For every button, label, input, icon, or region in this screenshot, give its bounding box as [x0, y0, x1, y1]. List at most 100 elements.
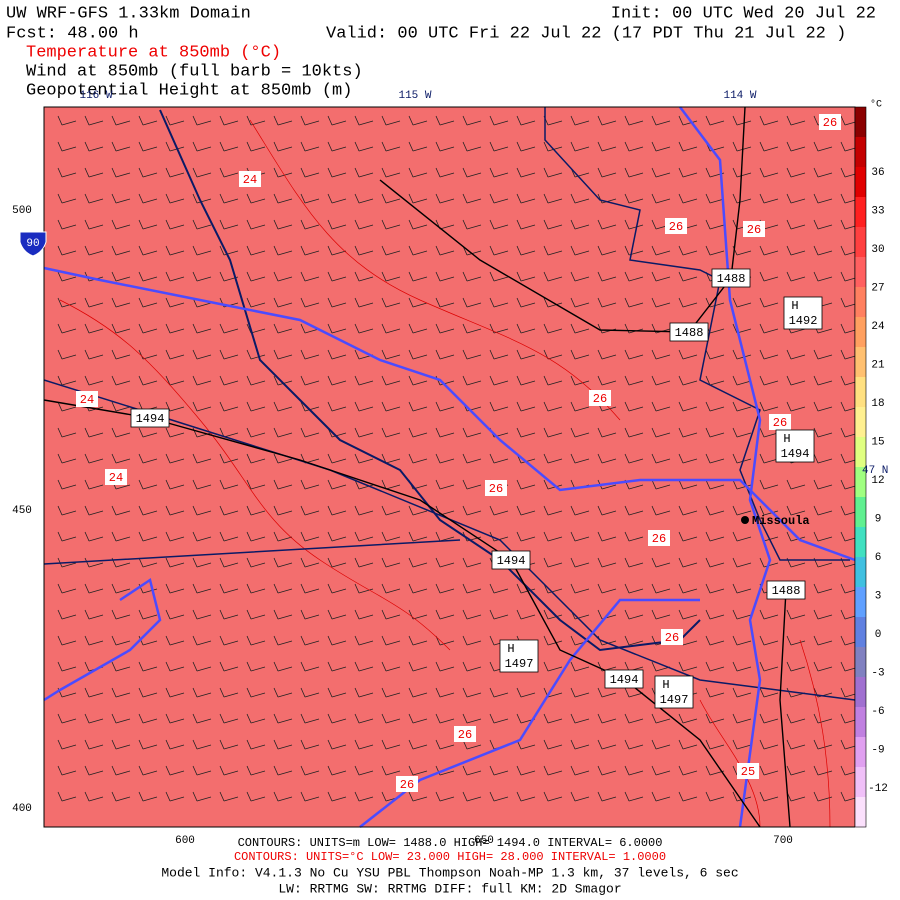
wind-barb: [543, 739, 563, 750]
temp-label-box: [661, 629, 683, 645]
footer-line: CONTOURS: UNITS=°C LOW= 23.000 HIGH= 28.…: [234, 850, 666, 864]
wind-barb: [354, 479, 374, 490]
wind-barb: [678, 505, 698, 516]
wind-barb: [786, 167, 806, 178]
wind-barb: [732, 635, 752, 646]
wind-barb: [462, 193, 482, 204]
city-label: Missoula: [752, 514, 810, 528]
wind-barb: [597, 297, 617, 308]
wind-barb: [624, 401, 644, 412]
wind-barb: [327, 687, 347, 698]
wind-barb: [192, 609, 212, 620]
wind-barb: [111, 297, 131, 308]
wind-barb: [624, 583, 644, 594]
wind-barb: [300, 219, 320, 230]
colorbar-label: 9: [875, 513, 882, 525]
wind-barb: [354, 401, 374, 412]
wind-barb: [543, 375, 563, 386]
wind-barb: [246, 479, 266, 490]
wind-barb: [435, 427, 455, 438]
wind-barb: [813, 427, 833, 438]
wind-barb: [57, 661, 77, 672]
wind-barb: [624, 427, 644, 438]
wind-barb: [273, 193, 293, 204]
wind-barb: [435, 297, 455, 308]
wind-barb: [84, 219, 104, 230]
wind-barb: [246, 635, 266, 646]
wind-barb: [543, 609, 563, 620]
wind-barb: [651, 115, 671, 126]
wind-barb: [408, 531, 428, 542]
wind-barb: [624, 297, 644, 308]
wind-barb: [543, 453, 563, 464]
wind-barb: [813, 245, 833, 256]
colorbar-unit: °C: [870, 99, 882, 111]
wind-barb: [273, 141, 293, 152]
wind-barb: [813, 609, 833, 620]
temp-label: 26: [652, 532, 666, 546]
wind-barb: [435, 609, 455, 620]
wind-barb: [705, 401, 725, 412]
wind-barb: [543, 141, 563, 152]
wind-barb: [327, 323, 347, 334]
wind-barb: [192, 453, 212, 464]
wind-barb: [651, 193, 671, 204]
wind-barb: [273, 635, 293, 646]
wind-barb: [435, 245, 455, 256]
wind-barb: [732, 453, 752, 464]
wind-barb: [489, 349, 509, 360]
wind-barb: [354, 193, 374, 204]
wind-barb: [597, 271, 617, 282]
high-marker: H: [507, 642, 514, 656]
wind-barb: [246, 583, 266, 594]
wind-barb: [165, 427, 185, 438]
wind-barb: [138, 609, 158, 620]
wind-barb: [759, 349, 779, 360]
wind-barb: [138, 557, 158, 568]
wind-barb: [759, 739, 779, 750]
lon-label: 114 W: [723, 90, 756, 102]
wind-barb: [165, 245, 185, 256]
high-value: 1497: [505, 657, 534, 671]
wind-barb: [138, 453, 158, 464]
wind-barb: [651, 713, 671, 724]
wind-barb: [165, 375, 185, 386]
wind-barb: [624, 687, 644, 698]
wind-barb: [597, 713, 617, 724]
wind-barb: [651, 765, 671, 776]
wind-barb: [246, 271, 266, 282]
wind-barb: [381, 323, 401, 334]
wind-barb: [759, 765, 779, 776]
wind-barb: [138, 791, 158, 802]
wind-barb: [813, 401, 833, 412]
wind-barb: [57, 765, 77, 776]
wind-barb: [624, 375, 644, 386]
wind-barb: [111, 271, 131, 282]
wind-barb: [84, 609, 104, 620]
wind-barb: [273, 245, 293, 256]
wind-barb: [354, 739, 374, 750]
wind-barb: [111, 453, 131, 464]
wind-barb: [165, 271, 185, 282]
wind-barb: [570, 375, 590, 386]
lon-label: 116 W: [79, 90, 112, 102]
wind-barb: [813, 193, 833, 204]
wind-barb: [246, 531, 266, 542]
wind-barb: [84, 115, 104, 126]
wind-barb: [300, 193, 320, 204]
wind-barb: [327, 401, 347, 412]
wind-barb: [543, 271, 563, 282]
height-label: 1488: [675, 326, 704, 340]
wind-barb: [624, 115, 644, 126]
high-marker: H: [791, 299, 798, 313]
wind-barb: [759, 297, 779, 308]
high-marker: H: [662, 678, 669, 692]
wind-barb: [435, 271, 455, 282]
temp-label: 24: [80, 393, 94, 407]
wind-barb: [273, 401, 293, 412]
wind-barb: [246, 687, 266, 698]
wind-barb: [246, 297, 266, 308]
field: Geopotential Height at 850mb (m): [26, 81, 352, 100]
wind-barb: [462, 323, 482, 334]
